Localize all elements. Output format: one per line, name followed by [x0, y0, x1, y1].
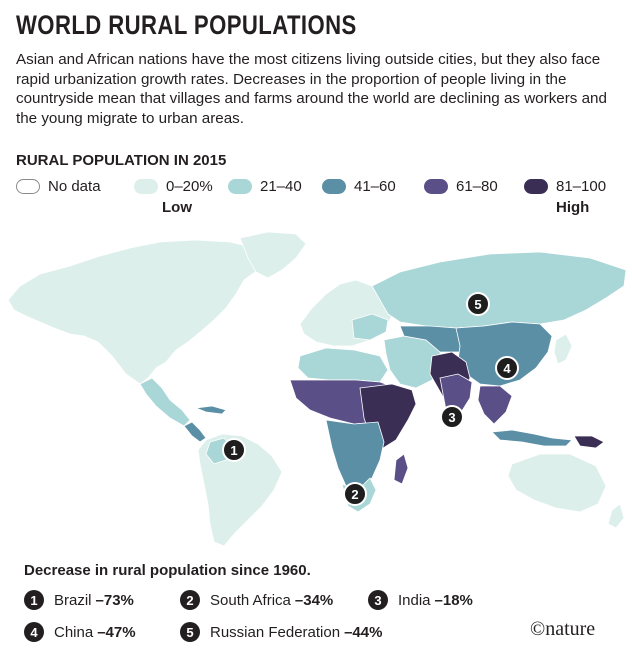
legend-label: No data [48, 178, 101, 195]
decrease-item-india: 3 India –18% [368, 590, 473, 610]
mexico-region [139, 377, 191, 427]
russia-region [371, 251, 627, 329]
marker-south-africa: 2 [343, 482, 367, 506]
marker-brazil-number: 1 [230, 443, 237, 458]
decrease-country: India [398, 591, 431, 609]
marker-south-africa-dot [343, 482, 367, 506]
caribbean-region [195, 405, 227, 415]
decrease-item-china: 4 China –47% [24, 622, 136, 642]
indonesia-region [491, 429, 573, 447]
legend-low-label: Low [162, 199, 192, 216]
decrease-value: –34% [294, 591, 334, 609]
legend-label: 0–20% [166, 178, 213, 195]
legend-item-21-40: 21–40 [228, 178, 302, 195]
decrease-country: Russian Federation [210, 623, 341, 641]
legend-item-81-100: 81–100 [524, 178, 606, 195]
world-map: 1 2 3 4 5 [7, 231, 627, 547]
legend-label: 81–100 [556, 178, 607, 195]
marker-china-number: 4 [503, 361, 511, 376]
decrease-title: Decrease in rural population since 1960. [24, 562, 311, 579]
legend-swatch [424, 179, 448, 194]
marker-china: 4 [495, 356, 519, 380]
legend-swatch [322, 179, 346, 194]
legend-swatch [134, 179, 158, 194]
legend-title: RURAL POPULATION IN 2015 [16, 152, 227, 169]
decrease-value: –47% [97, 623, 136, 641]
legend-label: 21–40 [260, 178, 302, 195]
legend-swatch [524, 179, 548, 194]
legend-item-41-60: 41–60 [322, 178, 396, 195]
marker-russia-number: 5 [474, 297, 481, 312]
southeast-asia-region [477, 385, 513, 425]
marker-brazil: 1 [222, 438, 246, 462]
legend-swatch [16, 179, 40, 194]
decrease-item-brazil: 1 Brazil –73% [24, 590, 134, 610]
nature-credit: ©nature [530, 618, 596, 640]
legend-label: 61–80 [456, 178, 498, 195]
decrease-item-russia: 5 Russian Federation –44% [180, 622, 382, 642]
japan-region [553, 333, 573, 365]
australia-region [507, 453, 607, 513]
new-zealand-region [607, 503, 625, 529]
decrease-value: –73% [95, 591, 134, 609]
legend-item-61-80: 61–80 [424, 178, 498, 195]
marker-south-africa-number: 2 [351, 487, 358, 502]
north-america-region [7, 239, 269, 385]
intro-text: Asian and African nations have the most … [16, 51, 607, 127]
central-africa-region [325, 419, 385, 491]
marker-india-number: 3 [448, 410, 455, 425]
central-america-region [183, 421, 207, 443]
marker-india: 3 [440, 405, 464, 429]
marker-brazil-dot [222, 438, 246, 462]
greenland-region [239, 231, 307, 279]
europe-east-region [351, 313, 389, 341]
legend-item-no-data: No data [16, 178, 101, 195]
png-region [573, 435, 605, 449]
marker-china-dot [495, 356, 519, 380]
decrease-country: Brazil [54, 591, 92, 609]
marker-india-dot [440, 405, 464, 429]
decrease-number: 1 [24, 590, 44, 610]
legend-item-0-20: 0–20% [134, 178, 213, 195]
marker-russia: 5 [466, 292, 490, 316]
decrease-number: 5 [180, 622, 200, 642]
decrease-item-south-africa: 2 South Africa –34% [180, 590, 333, 610]
marker-russia-dot [466, 292, 490, 316]
legend: No data 0–20% 21–40 41–60 61–80 81–100 L… [16, 178, 620, 218]
legend-swatch [228, 179, 252, 194]
decrease-number: 3 [368, 590, 388, 610]
page-title: WORLD RURAL POPULATIONS [16, 10, 357, 40]
decrease-value: –44% [344, 623, 383, 641]
madagascar-region [393, 453, 409, 485]
decrease-number: 2 [180, 590, 200, 610]
decrease-value: –18% [434, 591, 473, 609]
legend-high-label: High [556, 199, 590, 216]
decrease-country: China [54, 623, 94, 641]
legend-label: 41–60 [354, 178, 396, 195]
decrease-number: 4 [24, 622, 44, 642]
north-africa-region [297, 347, 389, 383]
decrease-country: South Africa [210, 591, 291, 609]
